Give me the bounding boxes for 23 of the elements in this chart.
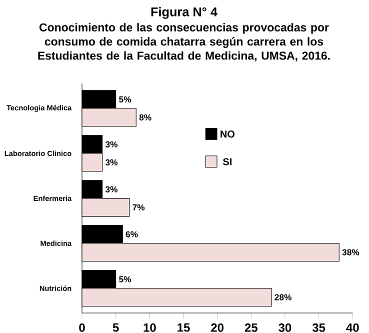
data-label: 6% <box>126 231 138 238</box>
x-tick-label: 40 <box>346 323 359 332</box>
data-label: 7% <box>132 204 145 210</box>
data-label: 8% <box>139 114 152 120</box>
data-label: 28% <box>274 294 292 300</box>
x-tick-label: 35 <box>312 323 326 332</box>
legend-label: NO <box>220 130 235 138</box>
data-label: 5% <box>119 276 132 282</box>
data-label: 3% <box>105 186 118 192</box>
x-tick-label: 20 <box>211 323 224 332</box>
legend-label: SI <box>223 158 232 166</box>
x-tick-label: 0 <box>79 323 85 332</box>
data-label: 3% <box>105 159 118 166</box>
chart-subtitle: Conocimiento de las consecuencias provocadas por consumo de comida chatarra según carrera en los Estudiantes de la Facultad de Medicina, UMSA, 2016. <box>38 23 330 62</box>
x-tick-label: 5 <box>112 323 119 332</box>
x-tick-label: 15 <box>178 323 190 332</box>
data-label: 5% <box>119 96 132 102</box>
data-label: 3% <box>105 141 118 148</box>
x-tick-label: 25 <box>244 323 258 332</box>
x-tick-label: 10 <box>144 323 156 332</box>
data-label: 38% <box>342 249 360 256</box>
x-tick-label: 30 <box>278 323 292 332</box>
chart-title: Figura N° 4 <box>151 7 218 19</box>
